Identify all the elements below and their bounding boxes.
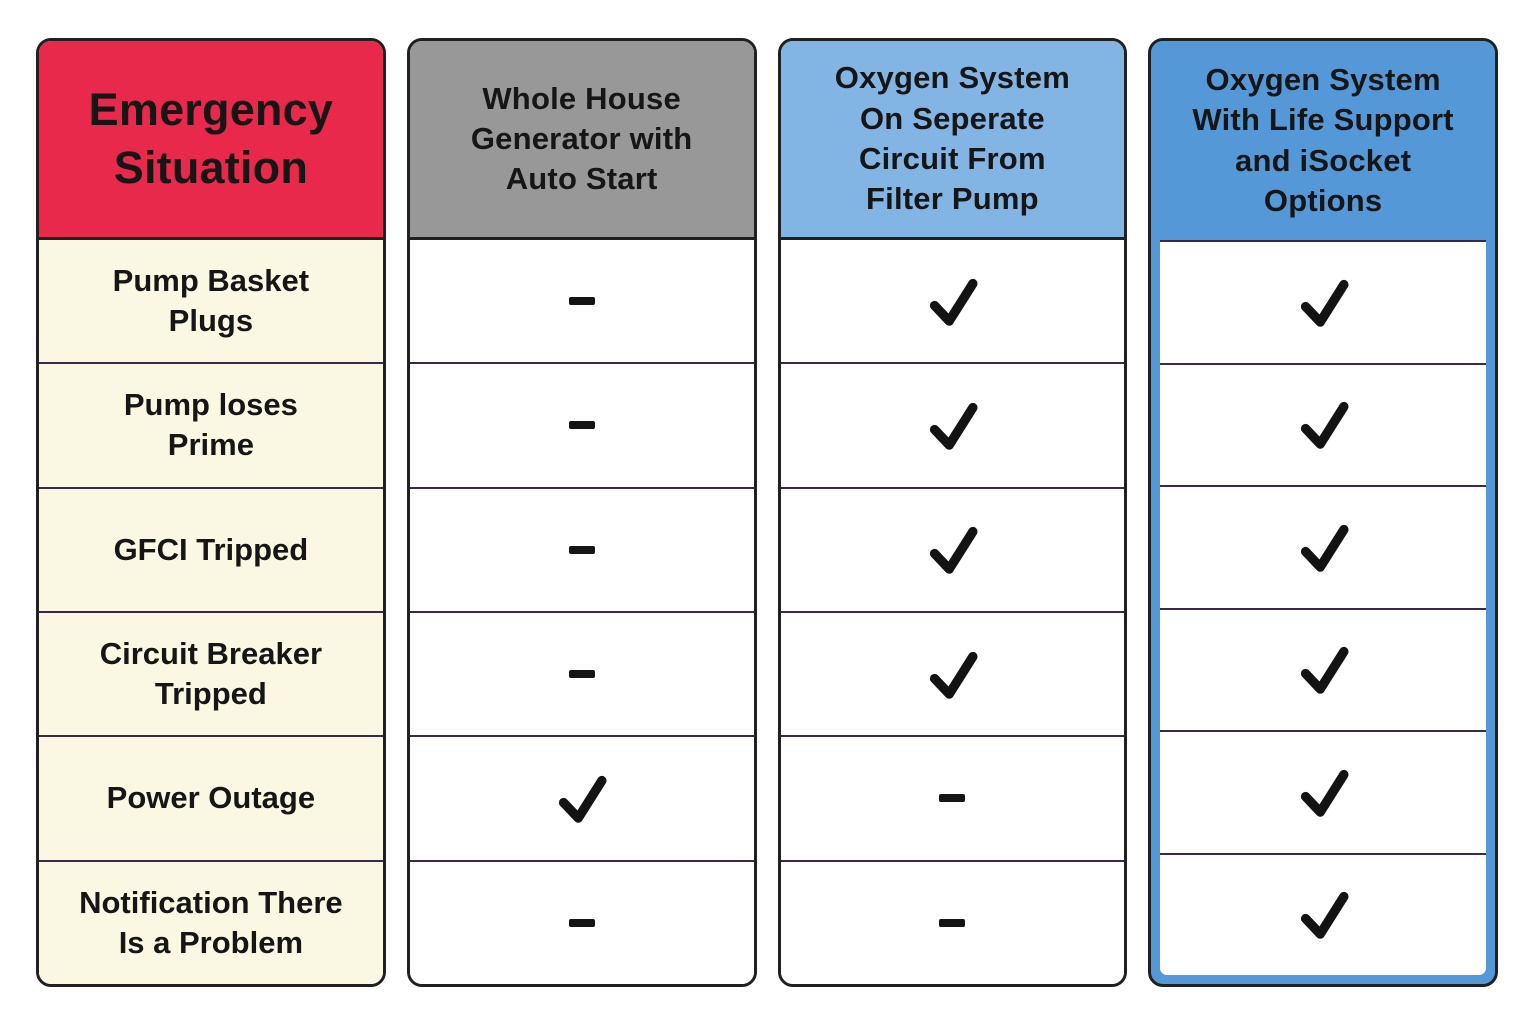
dash-icon (939, 918, 966, 927)
column-emergency-situation: Emergency Situation Pump Basket Plugs Pu… (36, 38, 386, 987)
column-whole-house-generator: Whole House Generator with Auto Start (406, 38, 757, 987)
column-oxygen-separate-circuit: Oxygen System On Seperate Circuit From F… (777, 38, 1128, 987)
check-icon (1300, 647, 1349, 694)
value-cell (409, 610, 754, 735)
check-icon (929, 651, 978, 699)
value-cell (1160, 242, 1486, 363)
whole-house-generator-header: Whole House Generator with Auto Start (409, 41, 754, 240)
check-icon (1300, 892, 1349, 939)
oxygen-life-support-header: Oxygen System With Life Support and iSoc… (1151, 41, 1495, 240)
oxygen-life-support-body (1160, 240, 1486, 975)
value-cell (781, 240, 1125, 362)
emergency-situation-body: Pump Basket Plugs Pump loses Prime GFCI … (39, 240, 383, 984)
check-icon (929, 278, 978, 326)
oxygen-separate-circuit-header: Oxygen System On Seperate Circuit From F… (780, 41, 1125, 240)
column-oxygen-life-support: Oxygen System With Life Support and iSoc… (1148, 38, 1498, 987)
row-label-notification-problem: Notification There Is a Problem (39, 859, 383, 984)
value-cell (1160, 730, 1486, 853)
row-label-circuit-breaker-tripped: Circuit Breaker Tripped (39, 610, 383, 735)
dash-icon (568, 421, 595, 430)
dash-icon (568, 918, 595, 927)
value-cell (1160, 362, 1486, 486)
check-icon (1300, 769, 1349, 817)
value-cell (1160, 607, 1486, 731)
value-cell (409, 735, 754, 859)
value-cell (409, 362, 754, 486)
row-label-pump-loses-prime: Pump loses Prime (39, 362, 383, 486)
row-label-pump-basket-plugs: Pump Basket Plugs (112, 262, 310, 339)
value-cell (780, 859, 1125, 984)
value-cell (780, 610, 1125, 735)
value-cell (1160, 485, 1486, 608)
value-cell (780, 735, 1125, 859)
value-cell (1160, 852, 1486, 976)
check-icon (929, 527, 978, 575)
check-icon (1300, 524, 1349, 572)
dash-icon (568, 545, 595, 554)
oxygen-separate-circuit-body (780, 240, 1125, 984)
row-label-power-outage: Power Outage (39, 735, 383, 859)
dash-icon (568, 670, 595, 679)
check-icon (1300, 279, 1349, 327)
value-cell (409, 859, 754, 984)
emergency-situation-header: Emergency Situation (39, 41, 383, 240)
dash-icon (939, 794, 966, 803)
check-icon (559, 775, 607, 823)
value-cell (780, 362, 1125, 486)
whole-house-generator-body (409, 240, 754, 984)
value-cell (780, 486, 1125, 611)
check-icon (1300, 402, 1349, 449)
check-icon (929, 402, 978, 450)
value-cell (409, 486, 754, 611)
dash-icon (568, 297, 595, 306)
row-label-gfci-tripped: GFCI Tripped (39, 486, 383, 611)
value-cell (410, 240, 754, 362)
